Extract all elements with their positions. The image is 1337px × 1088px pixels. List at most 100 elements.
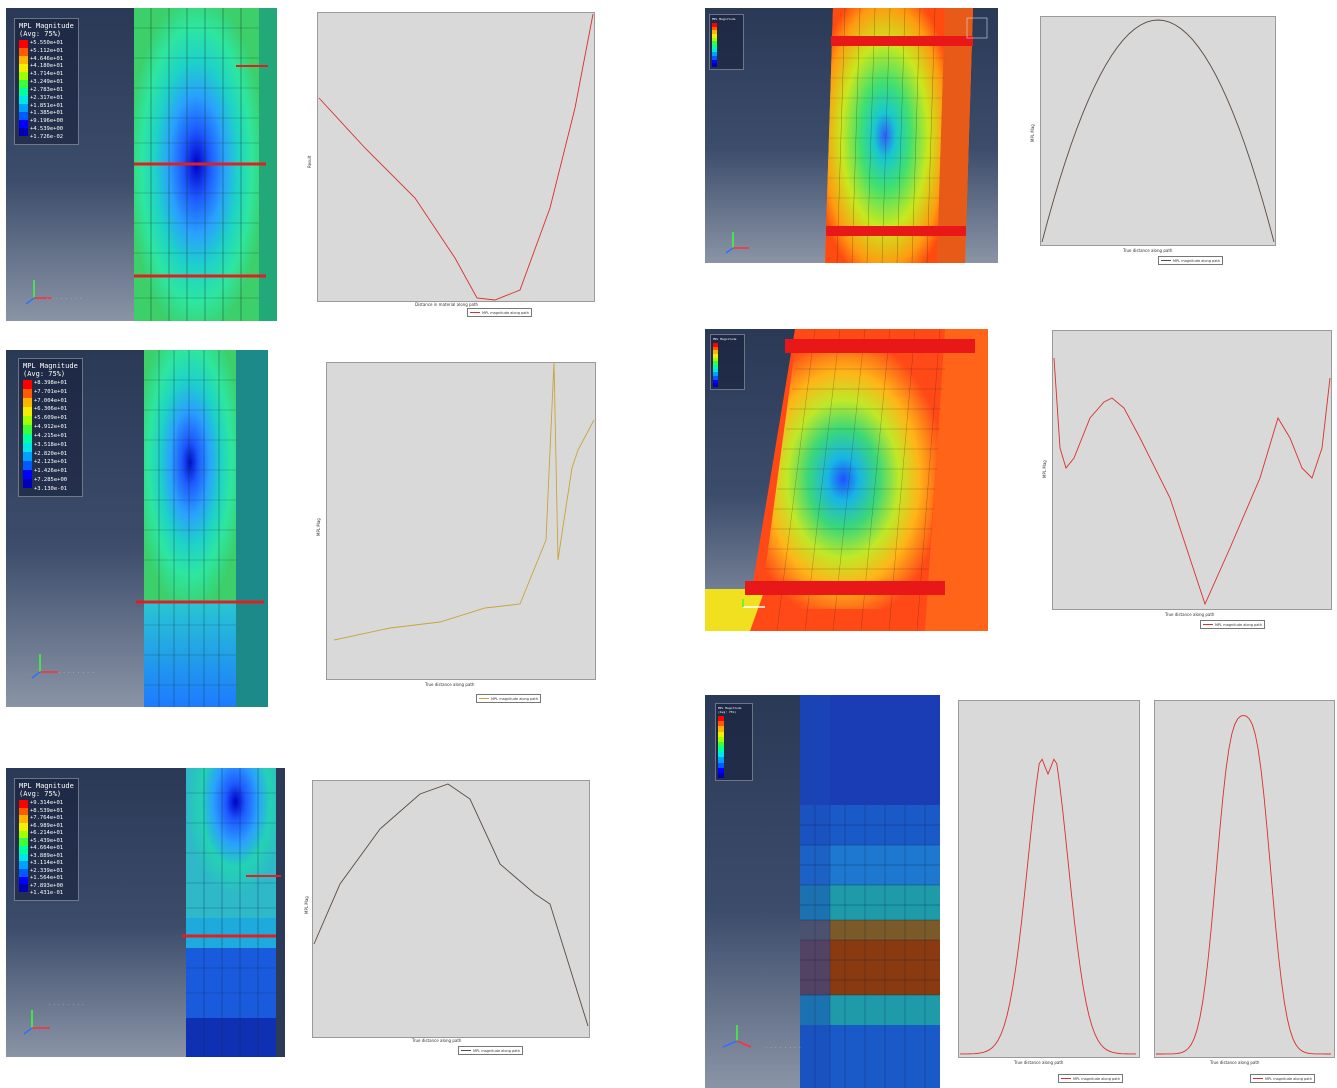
series-line — [1041, 19, 1275, 243]
legend-value: +2.339e+01 — [30, 867, 64, 874]
plot-legend: MPL magnitude along path — [1200, 620, 1266, 629]
legend-swatch — [479, 698, 489, 699]
plot-curve — [1041, 19, 1275, 243]
legend-value: +4.646e+01 — [30, 55, 64, 62]
legend-color-swatch — [713, 383, 718, 388]
legend-color-swatch — [712, 30, 717, 35]
legend-value: +1.564e+01 — [30, 875, 64, 881]
legend-value: +1.726e-02 — [30, 133, 64, 140]
contour-legend-f: MPL Magnitude (Avg: 75%) — [715, 703, 753, 781]
x-axis-label: True distance along path — [1165, 612, 1215, 617]
y-axis-label: MPL Mag — [304, 896, 309, 914]
legend-values: +8.398e+01 +7.701e+01 +7.004e+01 +6.306e+01… — [34, 380, 67, 492]
series-line — [1155, 714, 1332, 1055]
legend-color-swatch — [712, 41, 717, 46]
plot-area — [312, 780, 590, 1038]
legend-value: +1.385e+01 — [30, 110, 64, 117]
legend-value: +6.214e+01 — [30, 830, 64, 836]
legend-color-swatch — [19, 120, 28, 128]
legend-value: +7.004e+01 — [34, 397, 68, 404]
series-line — [318, 13, 594, 301]
legend-color-swatch — [712, 63, 717, 68]
legend-color-swatch — [23, 398, 32, 407]
contour-viewport-e: MPL Magnitude — [705, 329, 988, 631]
legend-color-swatch — [19, 40, 28, 48]
axis-triad-icon — [23, 1010, 50, 1035]
legend-value: +6.306e+01 — [34, 406, 68, 413]
legend-title: MPL Magnitude — [19, 782, 74, 790]
legend-subtitle: (Avg: 75%) — [19, 30, 62, 38]
y-axis-label: Result — [307, 155, 312, 168]
legend-subtitle: (Avg: 75%) — [19, 790, 62, 798]
legend-color-swatch — [713, 357, 718, 362]
contour-viewport-f: MPL Magnitude (Avg: 75%) · · · · · · · · — [705, 695, 940, 1088]
legend-swatch — [470, 312, 480, 313]
contour-legend-c: MPL Magnitude (Avg: 75%) +9.314e+01 +8.53… — [14, 778, 79, 901]
legend-swatch — [1161, 260, 1171, 261]
mesh-render-a — [134, 8, 277, 321]
legend-label: MPL magnitude along path — [491, 696, 539, 701]
legend-color-swatch — [712, 26, 717, 31]
legend-color-swatch — [713, 343, 718, 347]
legend-label: MPL magnitude along path — [1073, 1076, 1121, 1081]
legend-color-swatch — [19, 861, 28, 870]
legend-value: +7.764e+01 — [30, 815, 64, 821]
legend-color-swatch — [713, 354, 718, 358]
legend-color-swatch — [713, 372, 718, 377]
legend-color-swatch — [19, 823, 28, 831]
legend-color-swatch — [19, 838, 28, 847]
legend-color-swatch — [19, 853, 28, 862]
y-axis-label: MPL Mag — [316, 518, 321, 536]
plot-area — [317, 12, 595, 302]
axis-triad-icon — [31, 654, 58, 679]
legend-color-swatch — [19, 72, 28, 80]
legend-color-swatch — [19, 830, 28, 839]
legend-color-swatch — [23, 425, 32, 434]
legend-color-swatch — [23, 479, 32, 488]
y-axis-label: MPL Mag — [1030, 124, 1035, 142]
legend-swatch — [1203, 624, 1213, 625]
legend-values: +9.314e+01 +8.539e+01 +7.764e+01 +6.989e+01… — [30, 800, 63, 896]
legend-color-swatch — [718, 731, 724, 737]
series-line — [313, 783, 589, 1027]
axis-triad-icon — [25, 280, 52, 305]
legend-color-swatch — [23, 407, 32, 416]
legend-color-swatch — [19, 64, 28, 72]
series-line — [1053, 357, 1331, 606]
legend-color-swatch — [718, 716, 724, 722]
plot-curve — [1155, 714, 1332, 1055]
contour-viewport-a: MPL Magnitude (Avg: 75%) +5.550e+01 +5.11… — [6, 8, 277, 321]
mesh-render-d — [825, 8, 988, 263]
legend-color-swatch — [712, 56, 717, 60]
legend-label: MPL magnitude along path — [482, 310, 530, 315]
legend-label: MPL magnitude along path — [1173, 258, 1221, 263]
legend-value: +1.851e+01 — [30, 102, 64, 109]
legend-value: +5.439e+01 — [30, 837, 64, 844]
axis-triad-icon — [725, 232, 749, 254]
axis-triad-icon — [742, 599, 765, 608]
mesh-render-e — [705, 329, 988, 631]
legend-color-swatch — [23, 461, 32, 470]
legend-color-swatch — [718, 767, 724, 773]
legend-title: MPL Magnitude — [713, 337, 737, 341]
legend-color-bar — [712, 23, 717, 68]
legend-color-swatch — [23, 380, 32, 389]
legend-value: +1.431e-01 — [30, 890, 64, 896]
legend-value: +5.550e+01 — [30, 40, 64, 46]
legend-color-swatch — [23, 389, 32, 398]
legend-value: +4.215e+01 — [34, 432, 68, 439]
legend-color-swatch — [718, 747, 724, 753]
contour-legend-e: MPL Magnitude — [710, 334, 745, 390]
legend-color-swatch — [19, 807, 28, 816]
plot-legend: MPL magnitude along path — [1250, 1074, 1316, 1083]
legend-color-swatch — [718, 772, 724, 779]
legend-color-swatch — [19, 80, 28, 88]
legend-color-swatch — [718, 757, 724, 763]
plot-curve — [318, 13, 594, 301]
legend-value: +4.912e+01 — [34, 424, 68, 431]
contour-legend-b: MPL Magnitude (Avg: 75%) +8.398e+01 +7.70… — [18, 358, 83, 497]
plot-area — [1040, 16, 1276, 246]
legend-title: MPL Magnitude — [712, 17, 736, 21]
legend-title: MPL Magnitude — [23, 362, 78, 370]
legend-color-swatch — [19, 56, 28, 64]
